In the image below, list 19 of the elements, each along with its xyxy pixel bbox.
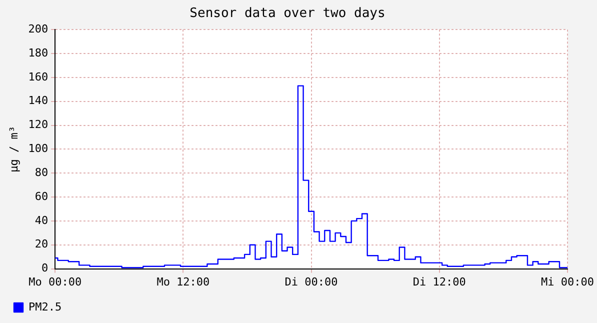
legend-label: PM2.5 — [28, 300, 62, 314]
y-tick-label: 0 — [41, 262, 48, 275]
x-tick-label: Mo 12:00 — [156, 275, 210, 288]
y-tick-label: 60 — [34, 190, 48, 203]
y-axis-title: µg / m³ — [7, 126, 20, 172]
x-tick-label: Mo 00:00 — [28, 275, 82, 288]
y-tick-label: 200 — [28, 22, 48, 36]
x-tick-label: Di 12:00 — [412, 275, 466, 288]
x-tick-label: Mi 00:00 — [541, 275, 594, 288]
y-tick-label: 80 — [34, 166, 48, 179]
y-tick-label: 140 — [28, 94, 48, 108]
y-tick-label: 160 — [28, 70, 48, 84]
chart-title: Sensor data over two days — [190, 6, 386, 22]
x-tick-label: Di 00:00 — [284, 275, 338, 288]
y-tick-label: 20 — [34, 238, 48, 251]
y-tick-label: 100 — [28, 142, 48, 156]
y-tick-label: 40 — [34, 214, 48, 227]
y-tick-label: 120 — [28, 118, 48, 132]
y-tick-label: 180 — [28, 46, 48, 60]
